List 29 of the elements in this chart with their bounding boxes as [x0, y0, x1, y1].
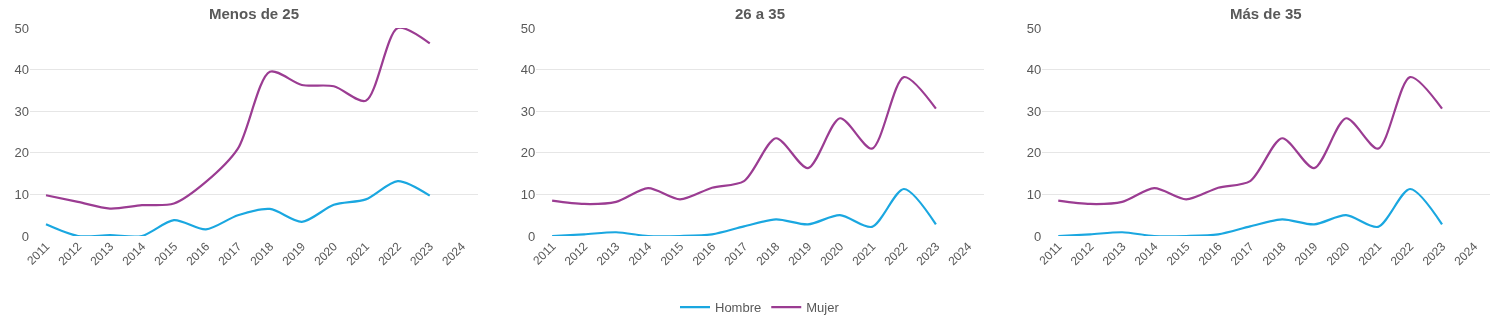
line-series: [44, 28, 431, 210]
y-tick-label: 10: [14, 186, 29, 202]
line-series: [1057, 187, 1444, 236]
legend-label: Hombre: [715, 300, 762, 316]
line-series: [44, 179, 431, 236]
y-tick-label: 0: [1034, 228, 1042, 244]
y-tick-label: 50: [520, 20, 536, 36]
y-tick-label: 50: [1026, 20, 1042, 36]
y-tick-label: 40: [520, 62, 536, 78]
y-tick-label: 40: [1026, 62, 1042, 78]
y-tick-label: 20: [14, 145, 29, 161]
y-tick-label: 50: [14, 20, 29, 36]
line-series: [1057, 75, 1444, 206]
y-tick-label: 20: [1026, 145, 1042, 161]
chart-title: 26 a 35: [735, 5, 786, 22]
y-tick-label: 10: [1026, 186, 1042, 202]
y-tick-label: 30: [520, 103, 536, 119]
chart-title: Más de 35: [1230, 5, 1302, 22]
y-tick-label: 20: [520, 145, 536, 161]
chart-title: Menos de 25: [209, 5, 300, 22]
line-series: [551, 75, 937, 206]
y-tick-label: 40: [14, 62, 29, 78]
y-tick-label: 10: [520, 186, 536, 202]
y-tick-label: 0: [527, 228, 536, 244]
line-series: [551, 187, 937, 236]
y-tick-label: 0: [21, 228, 29, 244]
y-tick-label: 30: [14, 103, 29, 119]
legend-label: Mujer: [806, 300, 840, 316]
y-tick-label: 30: [1026, 103, 1042, 119]
